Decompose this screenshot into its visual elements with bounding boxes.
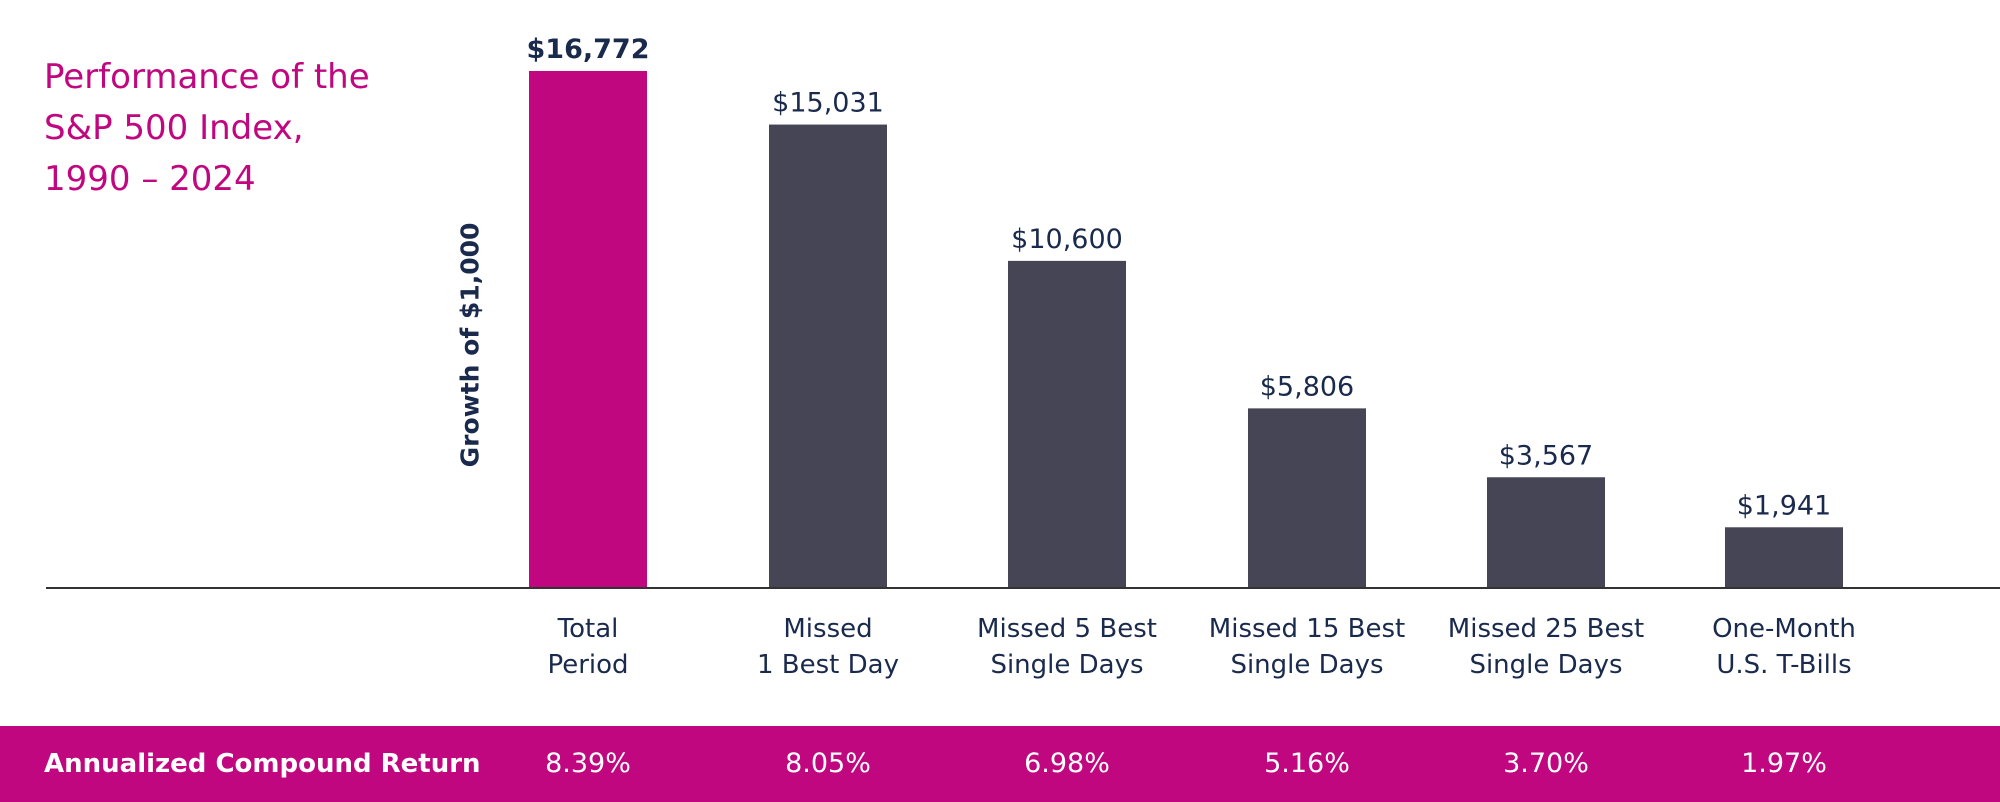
category-label-missed-15-best-single-days-line-1: Missed 15 Best xyxy=(1209,614,1405,644)
return-value-missed-5: 6.98% xyxy=(1024,748,1110,779)
title-line-2: S&P 500 Index, xyxy=(44,108,304,148)
category-label-total-period-line-2: Period xyxy=(547,650,628,680)
return-value-t-bills: 1.97% xyxy=(1741,748,1827,779)
chart-title: Performance of the S&P 500 Index, 1990 –… xyxy=(44,52,464,205)
bar-total-period xyxy=(529,71,647,587)
bar-missed-1-best-day xyxy=(769,124,887,588)
value-label-missed-5-best-single-days: $10,600 xyxy=(1011,224,1123,255)
category-label-one-month-u-s-t-bills-line-1: One-Month xyxy=(1712,614,1856,644)
title-line-3: 1990 – 2024 xyxy=(44,159,256,199)
return-value-missed-25: 3.70% xyxy=(1503,748,1589,779)
category-label-missed-25-best-single-days-line-2: Single Days xyxy=(1469,650,1622,680)
category-label-missed-1-best-day-line-1: Missed xyxy=(783,614,872,644)
category-label-one-month-u-s-t-bills-line-2: U.S. T-Bills xyxy=(1716,650,1851,680)
category-label-missed-5-best-single-days-line-1: Missed 5 Best xyxy=(977,614,1157,644)
value-label-missed-15-best-single-days: $5,806 xyxy=(1260,371,1354,402)
category-label-total-period-line-1: Total xyxy=(557,614,619,644)
value-label-missed-25-best-single-days: $3,567 xyxy=(1499,440,1593,471)
category-label-missed-1-best-day-line-2: 1 Best Day xyxy=(757,650,899,680)
bar-missed-25-best-single-days xyxy=(1487,477,1605,587)
category-label-missed-15-best-single-days-line-2: Single Days xyxy=(1230,650,1383,680)
value-label-total-period: $16,772 xyxy=(527,34,650,65)
bar-one-month-u-s-t-bills xyxy=(1725,527,1843,587)
value-label-one-month-u-s-t-bills: $1,941 xyxy=(1737,490,1831,521)
title-line-1: Performance of the xyxy=(44,57,370,97)
annualized-return-bar: Annualized Compound Return 8.39% 8.05% 6… xyxy=(0,726,2000,802)
bar-missed-15-best-single-days xyxy=(1248,408,1366,587)
return-value-total-period: 8.39% xyxy=(545,748,631,779)
return-value-missed-15: 5.16% xyxy=(1264,748,1350,779)
bar-chart: $16,772 Total Period $15,031 Missed 1 Best Da… xyxy=(46,34,2000,680)
category-label-missed-5-best-single-days-line-2: Single Days xyxy=(990,650,1143,680)
annualized-return-label: Annualized Compound Return xyxy=(44,749,481,779)
category-label-missed-25-best-single-days-line-1: Missed 25 Best xyxy=(1448,614,1644,644)
bar-missed-5-best-single-days xyxy=(1008,260,1126,587)
value-label-missed-1-best-day: $15,031 xyxy=(772,88,884,119)
return-value-missed-1: 8.05% xyxy=(785,748,871,779)
